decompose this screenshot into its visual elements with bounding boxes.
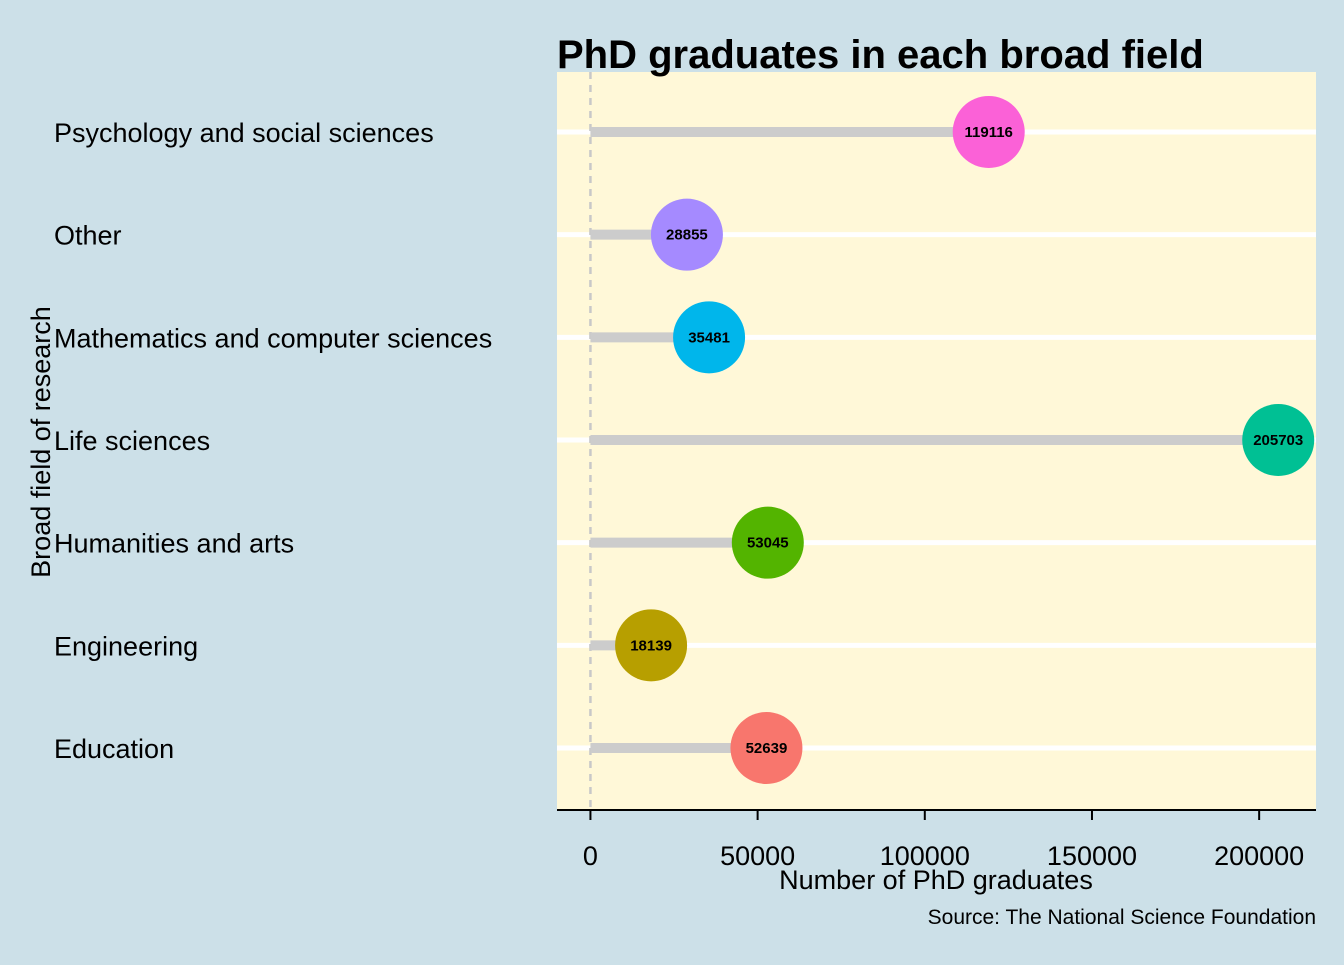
x-tick-label-4: 200000 bbox=[1214, 841, 1304, 871]
category-labels: Education Engineering Humanities and arts L… bbox=[54, 118, 492, 764]
y-axis-label: Broad field of research bbox=[26, 306, 56, 578]
dot-0 bbox=[730, 712, 803, 784]
x-tick-label-1: 50000 bbox=[720, 841, 795, 871]
category-label-1: Engineering bbox=[54, 631, 198, 661]
x-tick-label-3: 150000 bbox=[1047, 841, 1137, 871]
value-labels: 52639 18139 53045 205703 35481 28855 119116 bbox=[630, 124, 1303, 757]
x-tick-label-2: 100000 bbox=[880, 841, 970, 871]
lollipop-dots bbox=[615, 95, 1315, 784]
dot-1 bbox=[615, 609, 688, 682]
dot-3 bbox=[1242, 403, 1315, 476]
value-label-3: 205703 bbox=[1253, 432, 1303, 449]
category-label-6: Psychology and social sciences bbox=[54, 118, 434, 148]
x-axis-label: Number of PhD graduates bbox=[779, 865, 1093, 895]
category-label-0: Education bbox=[54, 734, 174, 764]
value-label-5: 28855 bbox=[666, 227, 708, 244]
category-label-2: Humanities and arts bbox=[54, 529, 294, 559]
dot-6 bbox=[952, 95, 1025, 168]
chart-title: PhD graduates in each broad field bbox=[557, 33, 1204, 77]
category-label-4: Mathematics and computer sciences bbox=[54, 323, 492, 353]
category-label-5: Other bbox=[54, 221, 122, 251]
category-label-3: Life sciences bbox=[54, 426, 210, 456]
dot-4 bbox=[673, 301, 746, 374]
x-tick-label-0: 0 bbox=[583, 841, 598, 871]
dot-5 bbox=[650, 198, 723, 271]
value-label-1: 18139 bbox=[630, 637, 672, 654]
value-label-0: 52639 bbox=[746, 740, 788, 757]
source-caption: Source: The National Science Foundation bbox=[928, 906, 1316, 929]
value-label-4: 35481 bbox=[688, 329, 730, 346]
x-axis-ticks: 0 50000 100000 150000 200000 bbox=[583, 810, 1304, 871]
value-label-6: 119116 bbox=[965, 124, 1013, 141]
value-label-2: 53045 bbox=[747, 535, 789, 552]
dot-2 bbox=[731, 506, 804, 579]
